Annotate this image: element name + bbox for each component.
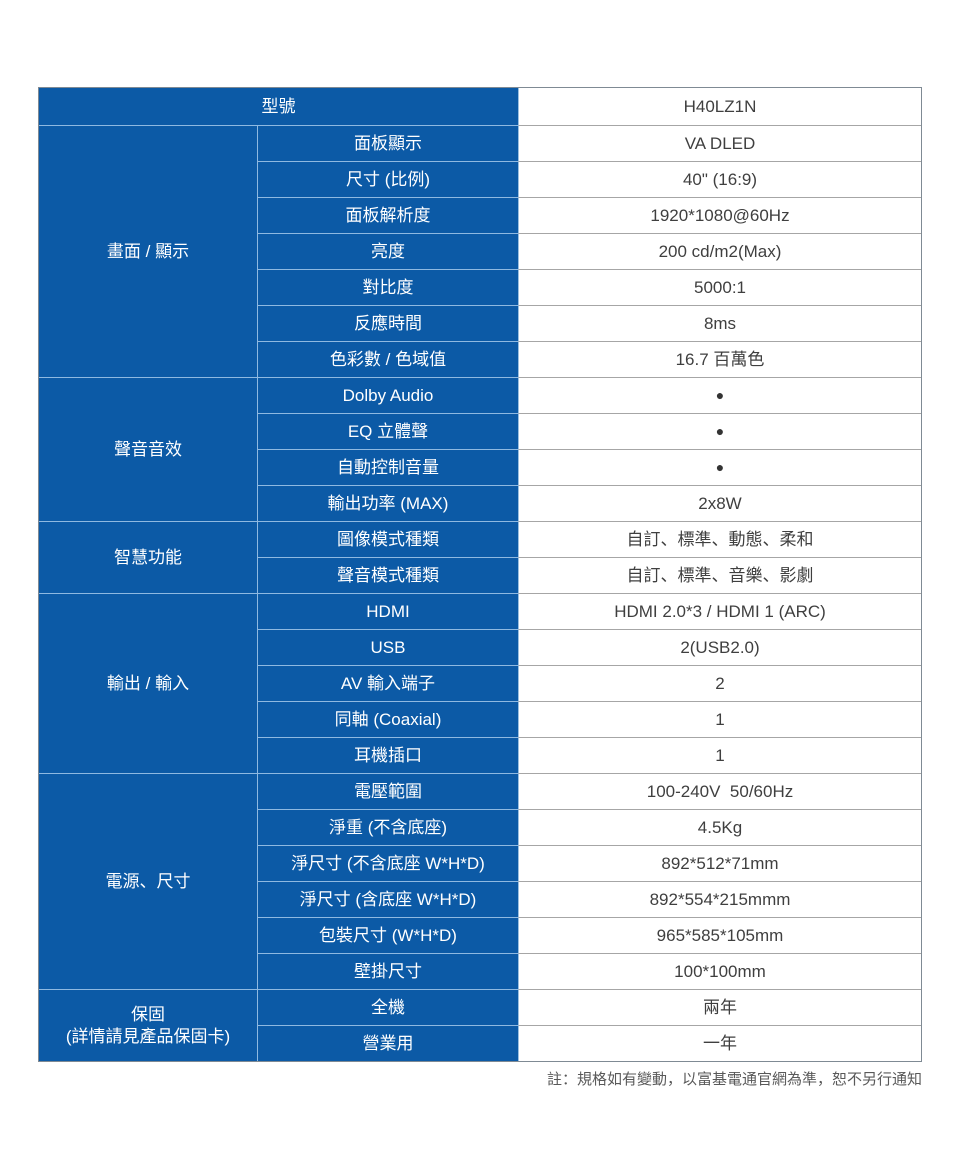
spec-value-whole-unit: 兩年 [518, 989, 921, 1025]
spec-label-output-power: 輸出功率 (MAX) [257, 485, 518, 521]
spec-label-commercial-use: 營業用 [257, 1025, 518, 1061]
spec-value-contrast: 5000:1 [518, 269, 921, 305]
spec-label-panel-type: 面板顯示 [257, 125, 518, 161]
spec-label-picture-modes: 圖像模式種類 [257, 521, 518, 557]
spec-value-output-power: 2x8W [518, 485, 921, 521]
spec-value-sound-modes: 自訂、標準、音樂、影劇 [518, 557, 921, 593]
spec-value-commercial-use: 一年 [518, 1025, 921, 1061]
spec-value-hdmi: HDMI 2.0*3 / HDMI 1 (ARC) [518, 593, 921, 629]
spec-label-colors: 色彩數 / 色域值 [257, 341, 518, 377]
spec-value-colors: 16.7 百萬色 [518, 341, 921, 377]
category-warranty: 保固 (詳情請見產品保固卡) [39, 989, 257, 1061]
spec-label-headphone-jack: 耳機插口 [257, 737, 518, 773]
model-header-label: 型號 [39, 88, 518, 125]
spec-value-coaxial: 1 [518, 701, 921, 737]
spec-label-net-weight: 淨重 (不含底座) [257, 809, 518, 845]
spec-value-av-input: 2 [518, 665, 921, 701]
spec-label-hdmi: HDMI [257, 593, 518, 629]
spec-label-net-size-no-stand: 淨尺寸 (不含底座 W*H*D) [257, 845, 518, 881]
spec-label-usb: USB [257, 629, 518, 665]
category-audio: 聲音音效 [39, 377, 257, 521]
spec-label-contrast: 對比度 [257, 269, 518, 305]
spec-label-auto-volume: 自動控制音量 [257, 449, 518, 485]
spec-value-voltage-range: 100-240V 50/60Hz [518, 773, 921, 809]
spec-value-net-weight: 4.5Kg [518, 809, 921, 845]
spec-label-av-input: AV 輸入端子 [257, 665, 518, 701]
spec-value-wall-mount-size: 100*100mm [518, 953, 921, 989]
spec-label-coaxial: 同軸 (Coaxial) [257, 701, 518, 737]
spec-value-size-ratio: 40" (16:9) [518, 161, 921, 197]
spec-label-whole-unit: 全機 [257, 989, 518, 1025]
spec-value-headphone-jack: 1 [518, 737, 921, 773]
footer-note: 註：規格如有變動，以富基電通官網為準，恕不另行通知 [546, 1071, 922, 1088]
category-io: 輸出 / 輸入 [39, 593, 257, 773]
spec-label-wall-mount-size: 壁掛尺寸 [257, 953, 518, 989]
spec-value-panel-type: VA DLED [518, 125, 921, 161]
spec-value-net-size-with-stand: 892*554*215mmm [518, 881, 921, 917]
spec-value-resolution: 1920*1080@60Hz [518, 197, 921, 233]
spec-value-picture-modes: 自訂、標準、動態、柔和 [518, 521, 921, 557]
spec-label-net-size-with-stand: 淨尺寸 (含底座 W*H*D) [257, 881, 518, 917]
spec-label-brightness: 亮度 [257, 233, 518, 269]
category-warranty-title: 保固 [131, 1005, 165, 1025]
spec-value-package-size: 965*585*105mm [518, 917, 921, 953]
spec-label-resolution: 面板解析度 [257, 197, 518, 233]
model-number: H40LZ1N [518, 88, 921, 125]
spec-label-package-size: 包裝尺寸 (W*H*D) [257, 917, 518, 953]
category-power-dimensions: 電源、尺寸 [39, 773, 257, 989]
spec-label-dolby-audio: Dolby Audio [257, 377, 518, 413]
category-warranty-sub: (詳情請見產品保固卡) [65, 1026, 231, 1046]
spec-table: 型號 H40LZ1N 畫面 / 顯示 面板顯示 VA DLED 尺寸 (比例) … [38, 87, 922, 1062]
spec-value-response-time: 8ms [518, 305, 921, 341]
spec-label-eq-stereo: EQ 立體聲 [257, 413, 518, 449]
spec-label-response-time: 反應時間 [257, 305, 518, 341]
category-smart-features: 智慧功能 [39, 521, 257, 593]
category-picture-display: 畫面 / 顯示 [39, 125, 257, 377]
spec-value-eq-stereo-bullet: ● [518, 413, 921, 449]
spec-value-auto-volume-bullet: ● [518, 449, 921, 485]
spec-value-brightness: 200 cd/m2(Max) [518, 233, 921, 269]
spec-value-dolby-audio-bullet: ● [518, 377, 921, 413]
spec-value-usb: 2(USB2.0) [518, 629, 921, 665]
spec-label-size-ratio: 尺寸 (比例) [257, 161, 518, 197]
spec-value-net-size-no-stand: 892*512*71mm [518, 845, 921, 881]
spec-label-voltage-range: 電壓範圍 [257, 773, 518, 809]
spec-label-sound-modes: 聲音模式種類 [257, 557, 518, 593]
